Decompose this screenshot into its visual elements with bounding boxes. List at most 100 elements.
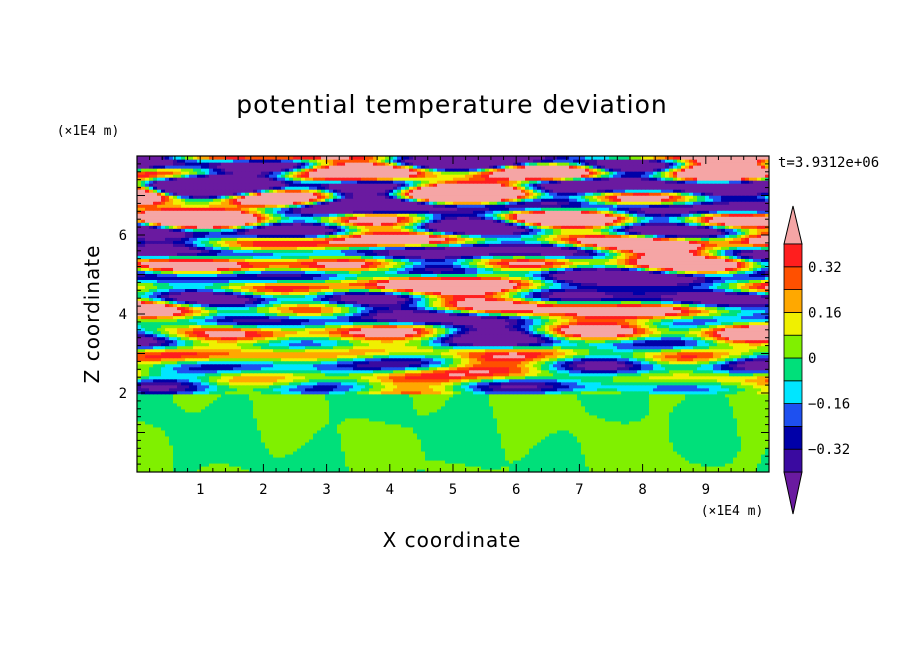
field-cell bbox=[697, 426, 702, 431]
field-cell bbox=[313, 414, 318, 419]
field-cell bbox=[381, 411, 386, 416]
field-cell bbox=[201, 423, 206, 428]
field-cell bbox=[609, 435, 614, 440]
field-cell bbox=[553, 465, 558, 470]
field-cell bbox=[673, 429, 678, 434]
field-cell bbox=[413, 423, 418, 428]
field-cell bbox=[561, 468, 566, 472]
field-cell bbox=[437, 423, 442, 428]
field-cell bbox=[465, 438, 470, 443]
field-cell bbox=[321, 462, 326, 467]
field-cell bbox=[597, 435, 602, 440]
field-cell bbox=[501, 459, 506, 464]
field-cell bbox=[185, 447, 190, 452]
field-cell bbox=[289, 423, 294, 428]
field-cell bbox=[293, 438, 298, 443]
field-cell bbox=[725, 444, 730, 449]
field-cell bbox=[729, 444, 734, 449]
field-cell bbox=[713, 414, 718, 419]
field-cell bbox=[409, 459, 414, 464]
field-cell bbox=[393, 444, 398, 449]
field-cell bbox=[737, 444, 742, 449]
field-cell bbox=[273, 468, 278, 472]
field-cell bbox=[621, 450, 626, 455]
field-cell bbox=[589, 414, 594, 419]
field-cell bbox=[421, 462, 426, 467]
field-cell bbox=[625, 414, 630, 419]
field-cell bbox=[245, 414, 250, 419]
field-cell bbox=[205, 432, 210, 437]
field-cell bbox=[357, 468, 362, 472]
field-cell bbox=[333, 411, 338, 416]
field-cell bbox=[661, 447, 666, 452]
field-cell bbox=[437, 462, 442, 467]
field-cell bbox=[473, 450, 478, 455]
field-cell bbox=[513, 414, 518, 419]
field-cell bbox=[665, 447, 670, 452]
field-cell bbox=[373, 423, 378, 428]
field-cell bbox=[261, 417, 266, 422]
field-cell bbox=[729, 420, 734, 425]
field-cell bbox=[497, 447, 502, 452]
field-cell bbox=[501, 444, 506, 449]
field-cell bbox=[373, 468, 378, 472]
field-cell bbox=[213, 450, 218, 455]
field-cell bbox=[141, 426, 146, 431]
field-cell bbox=[437, 417, 442, 422]
field-cell bbox=[365, 450, 370, 455]
field-cell bbox=[337, 447, 342, 452]
field-cell bbox=[221, 411, 226, 416]
field-cell bbox=[677, 432, 682, 437]
field-cell bbox=[741, 459, 746, 464]
field-cell bbox=[677, 438, 682, 443]
field-cell bbox=[737, 426, 742, 431]
field-cell bbox=[649, 411, 654, 416]
field-cell bbox=[209, 444, 214, 449]
contour-field bbox=[137, 156, 769, 472]
field-cell bbox=[273, 438, 278, 443]
field-cell bbox=[621, 414, 626, 419]
field-cell bbox=[725, 414, 730, 419]
field-cell bbox=[221, 453, 226, 458]
field-cell bbox=[329, 438, 334, 443]
field-cell bbox=[333, 438, 338, 443]
field-cell bbox=[601, 420, 606, 425]
field-cell bbox=[601, 432, 606, 437]
field-cell bbox=[557, 468, 562, 472]
field-cell bbox=[705, 444, 710, 449]
field-cell bbox=[629, 417, 634, 422]
field-cell bbox=[585, 453, 590, 458]
field-cell bbox=[397, 441, 402, 446]
field-cell bbox=[673, 450, 678, 455]
field-cell bbox=[629, 432, 634, 437]
field-cell bbox=[313, 420, 318, 425]
field-cell bbox=[229, 420, 234, 425]
field-cell bbox=[457, 438, 462, 443]
field-cell bbox=[461, 414, 466, 419]
field-cell bbox=[541, 429, 546, 434]
field-cell bbox=[553, 444, 558, 449]
field-cell bbox=[229, 414, 234, 419]
field-cell bbox=[457, 429, 462, 434]
field-cell bbox=[193, 456, 198, 461]
field-cell bbox=[641, 465, 646, 470]
field-cell bbox=[365, 465, 370, 470]
field-cell bbox=[297, 468, 302, 472]
field-cell bbox=[345, 465, 350, 470]
field-cell bbox=[505, 426, 510, 431]
field-cell bbox=[309, 453, 314, 458]
field-cell bbox=[477, 453, 482, 458]
field-cell bbox=[449, 465, 454, 470]
field-cell bbox=[257, 426, 262, 431]
field-cell bbox=[761, 426, 766, 431]
field-cell bbox=[461, 423, 466, 428]
field-cell bbox=[593, 441, 598, 446]
field-cell bbox=[245, 420, 250, 425]
field-cell bbox=[681, 435, 686, 440]
field-cell bbox=[525, 423, 530, 428]
field-cell bbox=[317, 438, 322, 443]
field-cell bbox=[637, 462, 642, 467]
field-cell bbox=[645, 465, 650, 470]
field-cell bbox=[357, 450, 362, 455]
field-cell bbox=[461, 432, 466, 437]
